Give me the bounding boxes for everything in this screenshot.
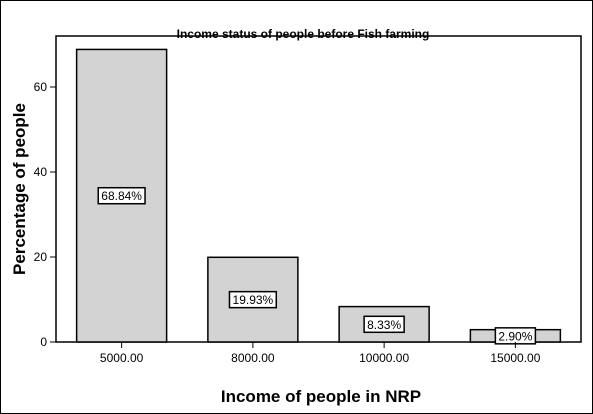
y-tick-label: 20: [34, 250, 48, 264]
x-axis: 5000.00 8000.00 10000.00 15000.00: [100, 342, 541, 365]
y-axis-title: Percentage of people: [10, 103, 29, 275]
data-label-box: [228, 290, 278, 309]
x-tick-label: 8000.00: [231, 351, 275, 365]
y-tick-label: 60: [34, 80, 48, 94]
data-label: 68.84%: [101, 189, 142, 203]
data-label-box: [97, 186, 146, 205]
y-tick-label: 0: [40, 335, 47, 349]
x-tick-label: 10000.00: [359, 351, 409, 365]
data-label: 8.33%: [367, 318, 401, 332]
chart-title: Income status of people before Fish farm…: [177, 27, 430, 41]
x-tick-label: 15000.00: [490, 351, 540, 365]
data-label-box: [363, 315, 405, 334]
y-tick-label: 40: [34, 165, 48, 179]
data-label: 19.93%: [233, 293, 274, 307]
x-tick-label: 5000.00: [100, 351, 144, 365]
data-label: 2.90%: [498, 329, 532, 343]
y-axis: 0 20 40 60: [34, 80, 56, 349]
x-axis-title: Income of people in NRP: [221, 387, 421, 406]
